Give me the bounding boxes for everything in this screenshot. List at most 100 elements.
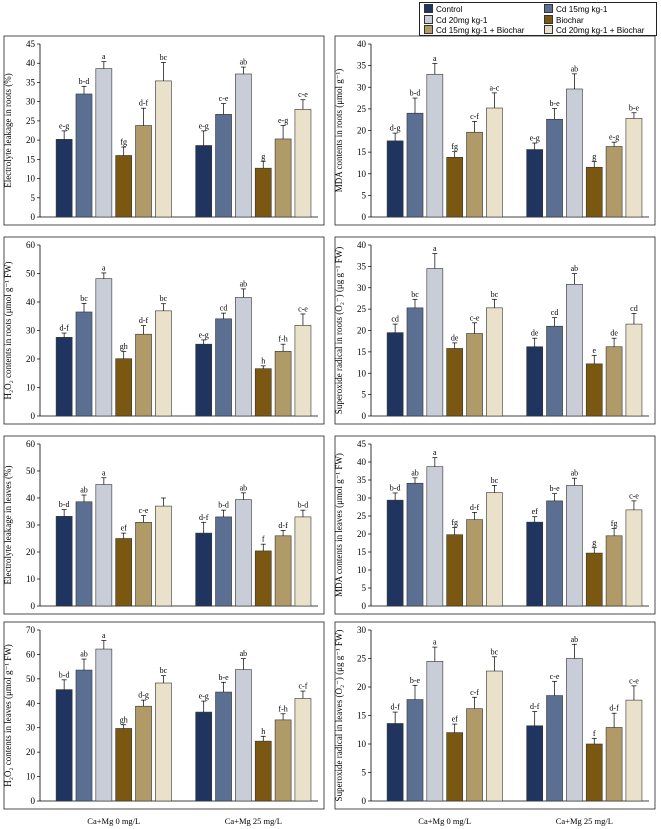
bar — [605, 727, 623, 802]
y-tick-label: 0 — [31, 212, 36, 222]
significance-letter: ef — [532, 507, 539, 516]
bar — [115, 538, 133, 607]
y-tick-label: 5 — [362, 390, 367, 400]
significance-letter: cd — [220, 304, 228, 313]
y-tick-label: 35 — [357, 61, 367, 71]
y-tick-label: 30 — [26, 520, 36, 530]
bar — [526, 521, 544, 607]
significance-letter: fg — [611, 519, 618, 528]
bar — [466, 131, 483, 218]
significance-letter: bc — [160, 666, 168, 675]
bar — [446, 348, 464, 417]
significance-letter: d-f — [609, 704, 619, 713]
significance-letter: fg — [451, 142, 458, 151]
significance-letter: b-e — [218, 673, 229, 682]
legend-label: Cd 15mg kg-1 + Biochar — [436, 26, 525, 35]
legend-swatch — [544, 25, 553, 34]
y-tick-label: 30 — [357, 493, 367, 503]
bar — [294, 516, 312, 607]
legend-swatch — [544, 4, 553, 13]
bar — [386, 499, 404, 607]
y-tick-label: 15 — [357, 711, 367, 721]
significance-letter: e-g — [199, 121, 209, 130]
legend-item-cd15-biochar: Cd 15mg kg-1 + Biochar — [424, 25, 525, 36]
bar — [406, 112, 424, 218]
significance-letter: cd — [391, 315, 399, 324]
bar — [195, 343, 213, 417]
bar — [95, 68, 113, 218]
y-tick-label: 10 — [26, 574, 36, 584]
bar — [546, 325, 563, 417]
y-axis-label: Superoxide radical in roots (O₂⁻) (μg g⁻… — [334, 247, 344, 414]
significance-letter: bc — [411, 290, 419, 299]
panel-frame — [3, 236, 325, 425]
significance-letter: b-d — [59, 670, 70, 679]
significance-letter: de — [451, 333, 459, 342]
significance-letter: e-g — [278, 116, 288, 125]
bar — [386, 723, 404, 802]
significance-letter: d-f — [59, 324, 69, 333]
y-tick-label: 50 — [26, 674, 36, 684]
y-axis-label: MDA contents in roots (μmol g⁻¹) — [334, 69, 344, 193]
significance-letter: f-h — [278, 704, 287, 713]
y-tick-label: 0 — [31, 601, 36, 611]
chart-superoxide-leaves: Superoxide radical in leaves (O₂⁻) (μg g… — [334, 621, 656, 826]
significance-letter: b-e — [549, 484, 560, 493]
bar — [446, 157, 464, 218]
y-tick-label: 30 — [26, 723, 36, 733]
significance-letter: b-d — [218, 501, 229, 510]
bar — [115, 358, 133, 417]
y-tick-label: 5 — [362, 768, 367, 778]
bar — [215, 691, 232, 802]
significance-letter: c-f — [470, 112, 479, 121]
significance-letter: d-g — [390, 124, 401, 133]
y-tick-label: 0 — [362, 601, 367, 611]
significance-letter: gh — [120, 715, 128, 724]
legend-label: Biochar — [556, 15, 584, 25]
legend-swatch — [424, 4, 433, 13]
bar — [135, 522, 152, 607]
x-category-label: Ca+Mg 0 mg/L — [418, 816, 471, 826]
x-category-label: Ca+Mg 25 mg/L — [556, 816, 613, 826]
bar — [446, 534, 464, 607]
bar — [585, 166, 603, 218]
bar — [406, 699, 424, 802]
significance-letter: b-d — [410, 89, 421, 98]
y-tick-label: 35 — [357, 261, 367, 271]
y-tick-label: 10 — [357, 739, 367, 749]
bar — [195, 711, 213, 802]
y-tick-label: 20 — [357, 529, 367, 539]
y-axis-label: Electrolyte leakage in leaves (%) — [3, 466, 13, 585]
y-tick-label: 5 — [31, 193, 36, 203]
y-tick-label: 35 — [26, 77, 36, 87]
y-tick-label: 30 — [357, 625, 367, 635]
legend-label: Control — [436, 5, 463, 14]
legend-swatch — [424, 25, 433, 34]
significance-letter: gh — [120, 342, 128, 351]
significance-letter: e — [592, 346, 596, 355]
legend-label: Cd 15mg kg-1 — [556, 5, 608, 14]
significance-letter: h — [261, 727, 265, 736]
bar — [115, 728, 133, 802]
significance-letter: ab — [571, 469, 579, 478]
y-tick-label: 10 — [26, 383, 36, 393]
significance-letter: b-d — [79, 77, 90, 86]
chart-superoxide-roots: Superoxide radical in roots (O₂⁻) (μg g⁻… — [334, 236, 656, 425]
y-tick-label: 10 — [357, 169, 367, 179]
bar — [625, 323, 643, 417]
legend-item-cd20: Cd 20mg kg-1 — [424, 14, 487, 26]
bar — [155, 80, 172, 218]
bar — [135, 705, 152, 802]
significance-letter: ab — [571, 635, 579, 644]
significance-letter: d-f — [139, 316, 149, 325]
y-tick-label: 50 — [26, 269, 36, 279]
y-tick-label: 0 — [31, 411, 36, 421]
bar — [95, 278, 113, 417]
panel-frame — [3, 35, 325, 226]
chart-mda-roots: MDA contents in roots (μmol g⁻¹) 0 5 10 15 20… — [334, 35, 656, 226]
y-tick-label: 5 — [362, 583, 367, 593]
significance-letter: b-d — [390, 483, 401, 492]
significance-letter: c-e — [219, 94, 229, 103]
significance-letter: fg — [120, 138, 127, 147]
y-tick-label: 0 — [362, 411, 367, 421]
